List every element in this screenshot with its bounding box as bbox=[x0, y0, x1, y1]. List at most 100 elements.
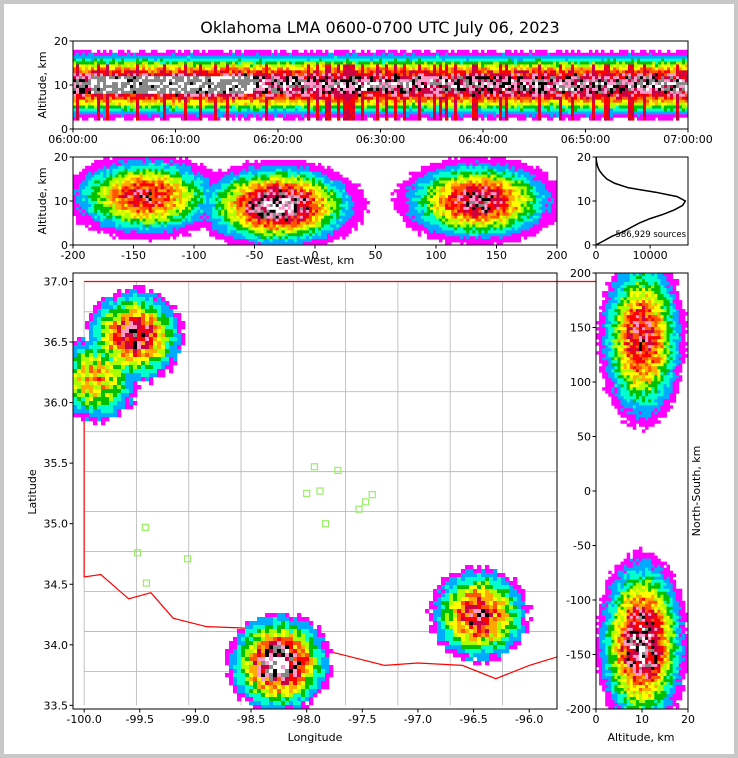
source-density-cell bbox=[217, 70, 221, 74]
source-density-cell bbox=[301, 90, 305, 95]
source-density-cell bbox=[262, 70, 266, 74]
source-density-cell bbox=[295, 105, 299, 109]
source-density-cell bbox=[667, 93, 671, 98]
source-density-cell bbox=[142, 49, 146, 54]
source-density-cell bbox=[88, 212, 92, 217]
source-density-cell bbox=[133, 105, 137, 109]
source-density-cell bbox=[220, 87, 224, 92]
source-density-cell bbox=[643, 61, 647, 65]
source-density-cell bbox=[424, 111, 428, 115]
source-density-cell bbox=[136, 105, 140, 109]
source-density-cell bbox=[79, 55, 83, 59]
source-density-cell bbox=[529, 99, 533, 103]
source-density-cell bbox=[199, 61, 203, 65]
source-density-cell bbox=[535, 99, 539, 103]
source-density-cell bbox=[586, 76, 590, 80]
source-density-cell bbox=[601, 79, 605, 83]
source-density-cell bbox=[262, 73, 266, 77]
source-density-cell bbox=[145, 96, 149, 101]
source-density-cell bbox=[682, 105, 686, 109]
source-density-cell bbox=[268, 58, 272, 62]
source-density-cell bbox=[424, 55, 428, 59]
source-density-cell bbox=[88, 201, 92, 205]
source-density-cell bbox=[220, 61, 224, 65]
source-density-cell bbox=[196, 82, 200, 86]
source-density-cell bbox=[235, 73, 239, 77]
source-density-cell bbox=[526, 52, 530, 57]
source-density-cell bbox=[586, 114, 590, 118]
source-density-cell bbox=[73, 67, 77, 71]
source-density-cell bbox=[520, 111, 524, 115]
source-density-cell bbox=[271, 96, 275, 101]
source-density-cell bbox=[91, 218, 95, 222]
source-density-cell bbox=[670, 82, 674, 86]
source-density-cell bbox=[562, 76, 566, 80]
source-density-cell bbox=[331, 82, 335, 86]
source-density-cell bbox=[196, 76, 200, 80]
source-density-cell bbox=[544, 73, 548, 77]
source-density-cell bbox=[490, 99, 494, 103]
source-density-cell bbox=[94, 61, 98, 65]
source-density-cell bbox=[388, 67, 392, 71]
source-density-cell bbox=[502, 64, 506, 68]
source-density-cell bbox=[547, 70, 551, 74]
source-density-cell bbox=[232, 114, 236, 118]
source-density-cell bbox=[163, 102, 167, 106]
source-density-cell bbox=[490, 85, 494, 89]
source-density-cell bbox=[268, 114, 272, 118]
source-density-cell bbox=[676, 117, 680, 121]
source-density-cell bbox=[583, 58, 587, 62]
source-density-cell bbox=[277, 93, 281, 98]
source-density-cell bbox=[157, 73, 161, 77]
source-density-cell bbox=[211, 49, 215, 54]
source-density-cell bbox=[346, 85, 350, 89]
source-density-cell bbox=[109, 105, 113, 109]
source-density-cell bbox=[625, 105, 629, 109]
source-density-cell bbox=[124, 61, 128, 65]
source-density-cell bbox=[481, 61, 485, 65]
source-density-cell bbox=[469, 70, 473, 74]
source-density-cell bbox=[532, 99, 536, 103]
source-density-cell bbox=[535, 79, 539, 83]
source-density-cell bbox=[214, 82, 218, 86]
source-density-cell bbox=[265, 79, 269, 83]
source-density-cell bbox=[412, 87, 416, 92]
source-density-cell bbox=[94, 171, 98, 175]
source-density-cell bbox=[256, 87, 260, 92]
source-density-cell bbox=[409, 76, 413, 80]
source-density-cell bbox=[130, 82, 134, 86]
source-density-cell bbox=[565, 49, 569, 54]
source-density-cell bbox=[301, 55, 305, 59]
source-density-cell bbox=[223, 102, 227, 106]
source-density-cell bbox=[352, 82, 356, 86]
source-density-cell bbox=[337, 111, 341, 115]
source-density-cell bbox=[553, 76, 557, 80]
source-density-cell bbox=[106, 67, 110, 71]
source-density-cell bbox=[556, 87, 560, 92]
source-density-cell bbox=[568, 52, 572, 57]
source-density-cell bbox=[133, 64, 137, 68]
source-density-cell bbox=[637, 102, 641, 106]
source-density-cell bbox=[553, 87, 557, 92]
source-density-cell bbox=[199, 93, 203, 98]
source-density-cell bbox=[418, 93, 422, 98]
source-density-cell bbox=[259, 82, 263, 86]
source-density-cell bbox=[136, 82, 140, 86]
source-density-cell bbox=[439, 61, 443, 65]
source-density-cell bbox=[475, 61, 479, 65]
source-density-cell bbox=[241, 52, 245, 57]
source-density-cell bbox=[361, 49, 365, 54]
source-density-cell bbox=[640, 93, 644, 98]
source-density-cell bbox=[280, 64, 284, 68]
source-density-cell bbox=[325, 70, 329, 74]
source-density-cell bbox=[523, 79, 527, 83]
source-density-cell bbox=[475, 76, 479, 80]
source-density-cell bbox=[550, 52, 554, 57]
source-density-cell bbox=[139, 79, 143, 83]
source-density-cell bbox=[112, 73, 116, 77]
source-density-cell bbox=[538, 114, 542, 118]
source-density-cell bbox=[418, 108, 422, 112]
source-density-cell bbox=[256, 79, 260, 83]
source-density-cell bbox=[490, 49, 494, 54]
source-density-cell bbox=[343, 90, 347, 95]
